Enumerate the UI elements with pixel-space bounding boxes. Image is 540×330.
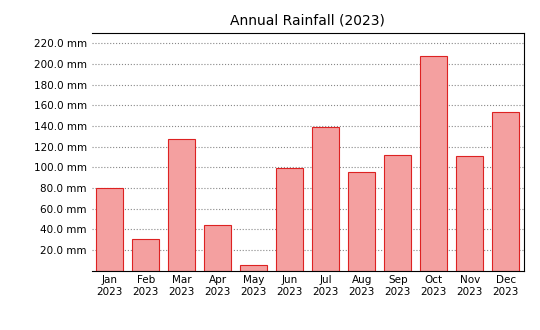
Bar [420,56,447,271]
Bar [348,173,375,271]
Bar [96,188,123,271]
Title: Annual Rainfall (2023): Annual Rainfall (2023) [231,14,385,28]
Bar [456,156,483,271]
Bar [276,168,303,271]
Bar [204,225,231,271]
Bar [240,265,267,271]
Bar [168,139,195,271]
Bar [312,127,339,271]
Bar [384,155,411,271]
Bar [492,112,519,271]
Bar [132,239,159,271]
